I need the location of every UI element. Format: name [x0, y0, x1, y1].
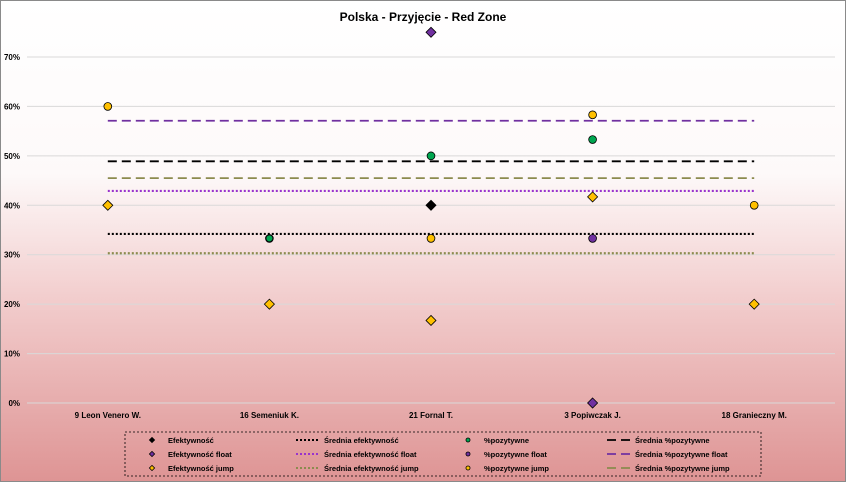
data-point	[265, 234, 274, 243]
y-tick-label: 0%	[8, 399, 20, 408]
data-point	[103, 102, 113, 111]
data-point	[148, 450, 156, 458]
legend-label: %pozytywne float	[484, 450, 547, 459]
y-tick-label: 60%	[4, 102, 20, 111]
legend-label: Średnia efektywność jump	[324, 464, 419, 473]
data-point	[465, 437, 471, 443]
data-point	[148, 464, 156, 472]
data-point	[465, 451, 471, 457]
x-tick-label: 3 Popiwczak J.	[564, 411, 620, 420]
legend: Efektywność Średnia efektywność %pozytywne…	[124, 431, 762, 477]
x-tick-label: 21 Fornal T.	[409, 411, 453, 420]
legend-label: Efektywność float	[168, 450, 232, 459]
legend-label: Efektywność	[168, 436, 214, 445]
data-point	[587, 397, 599, 409]
y-tick-label: 10%	[4, 350, 20, 359]
x-tick-label: 18 Granieczny M.	[722, 411, 787, 420]
y-tick-label: 30%	[4, 251, 20, 260]
data-point	[588, 110, 597, 120]
average-lines	[107, 119, 755, 255]
y-tick-label: 20%	[4, 300, 20, 309]
data-point	[148, 436, 156, 444]
data-point	[588, 234, 597, 243]
x-axis-tick-labels: 9 Leon Venero W. 16 Semeniuk K. 21 Fornal …	[75, 411, 787, 420]
data-point	[263, 298, 275, 310]
data-markers	[102, 26, 760, 409]
y-tick-label: 70%	[4, 53, 20, 62]
legend-label: %pozytywne jump	[484, 464, 549, 473]
legend-label: Średnia %pozytywne jump	[635, 464, 730, 473]
legend-label: Efektywność jump	[168, 464, 234, 473]
x-tick-label: 9 Leon Venero W.	[75, 411, 141, 420]
data-point	[588, 135, 597, 144]
legend-label: Średnia efektywność	[324, 436, 399, 445]
legend-label: %pozytywne	[484, 436, 529, 445]
legend-label: Średnia efektywność float	[324, 450, 417, 459]
data-point	[425, 199, 437, 211]
x-tick-label: 16 Semeniuk K.	[240, 411, 299, 420]
data-point	[748, 298, 760, 310]
data-point	[425, 26, 437, 38]
data-point	[587, 191, 599, 203]
y-axis-tick-labels: 0% 10% 20% 30% 40% 50% 60% 70%	[4, 53, 20, 408]
data-point	[426, 234, 436, 243]
data-point	[425, 314, 437, 327]
data-point	[465, 465, 471, 471]
legend-box	[124, 431, 762, 477]
data-point	[749, 200, 759, 210]
data-point	[426, 151, 436, 161]
y-tick-label: 40%	[4, 201, 20, 210]
legend-label: Średnia %pozytywne float	[635, 450, 728, 459]
legend-label: Średnia %pozytywne	[635, 436, 710, 445]
chart-title: Polska - Przyjęcie - Red Zone	[340, 10, 507, 24]
data-point	[102, 199, 114, 211]
y-tick-label: 50%	[4, 152, 20, 161]
